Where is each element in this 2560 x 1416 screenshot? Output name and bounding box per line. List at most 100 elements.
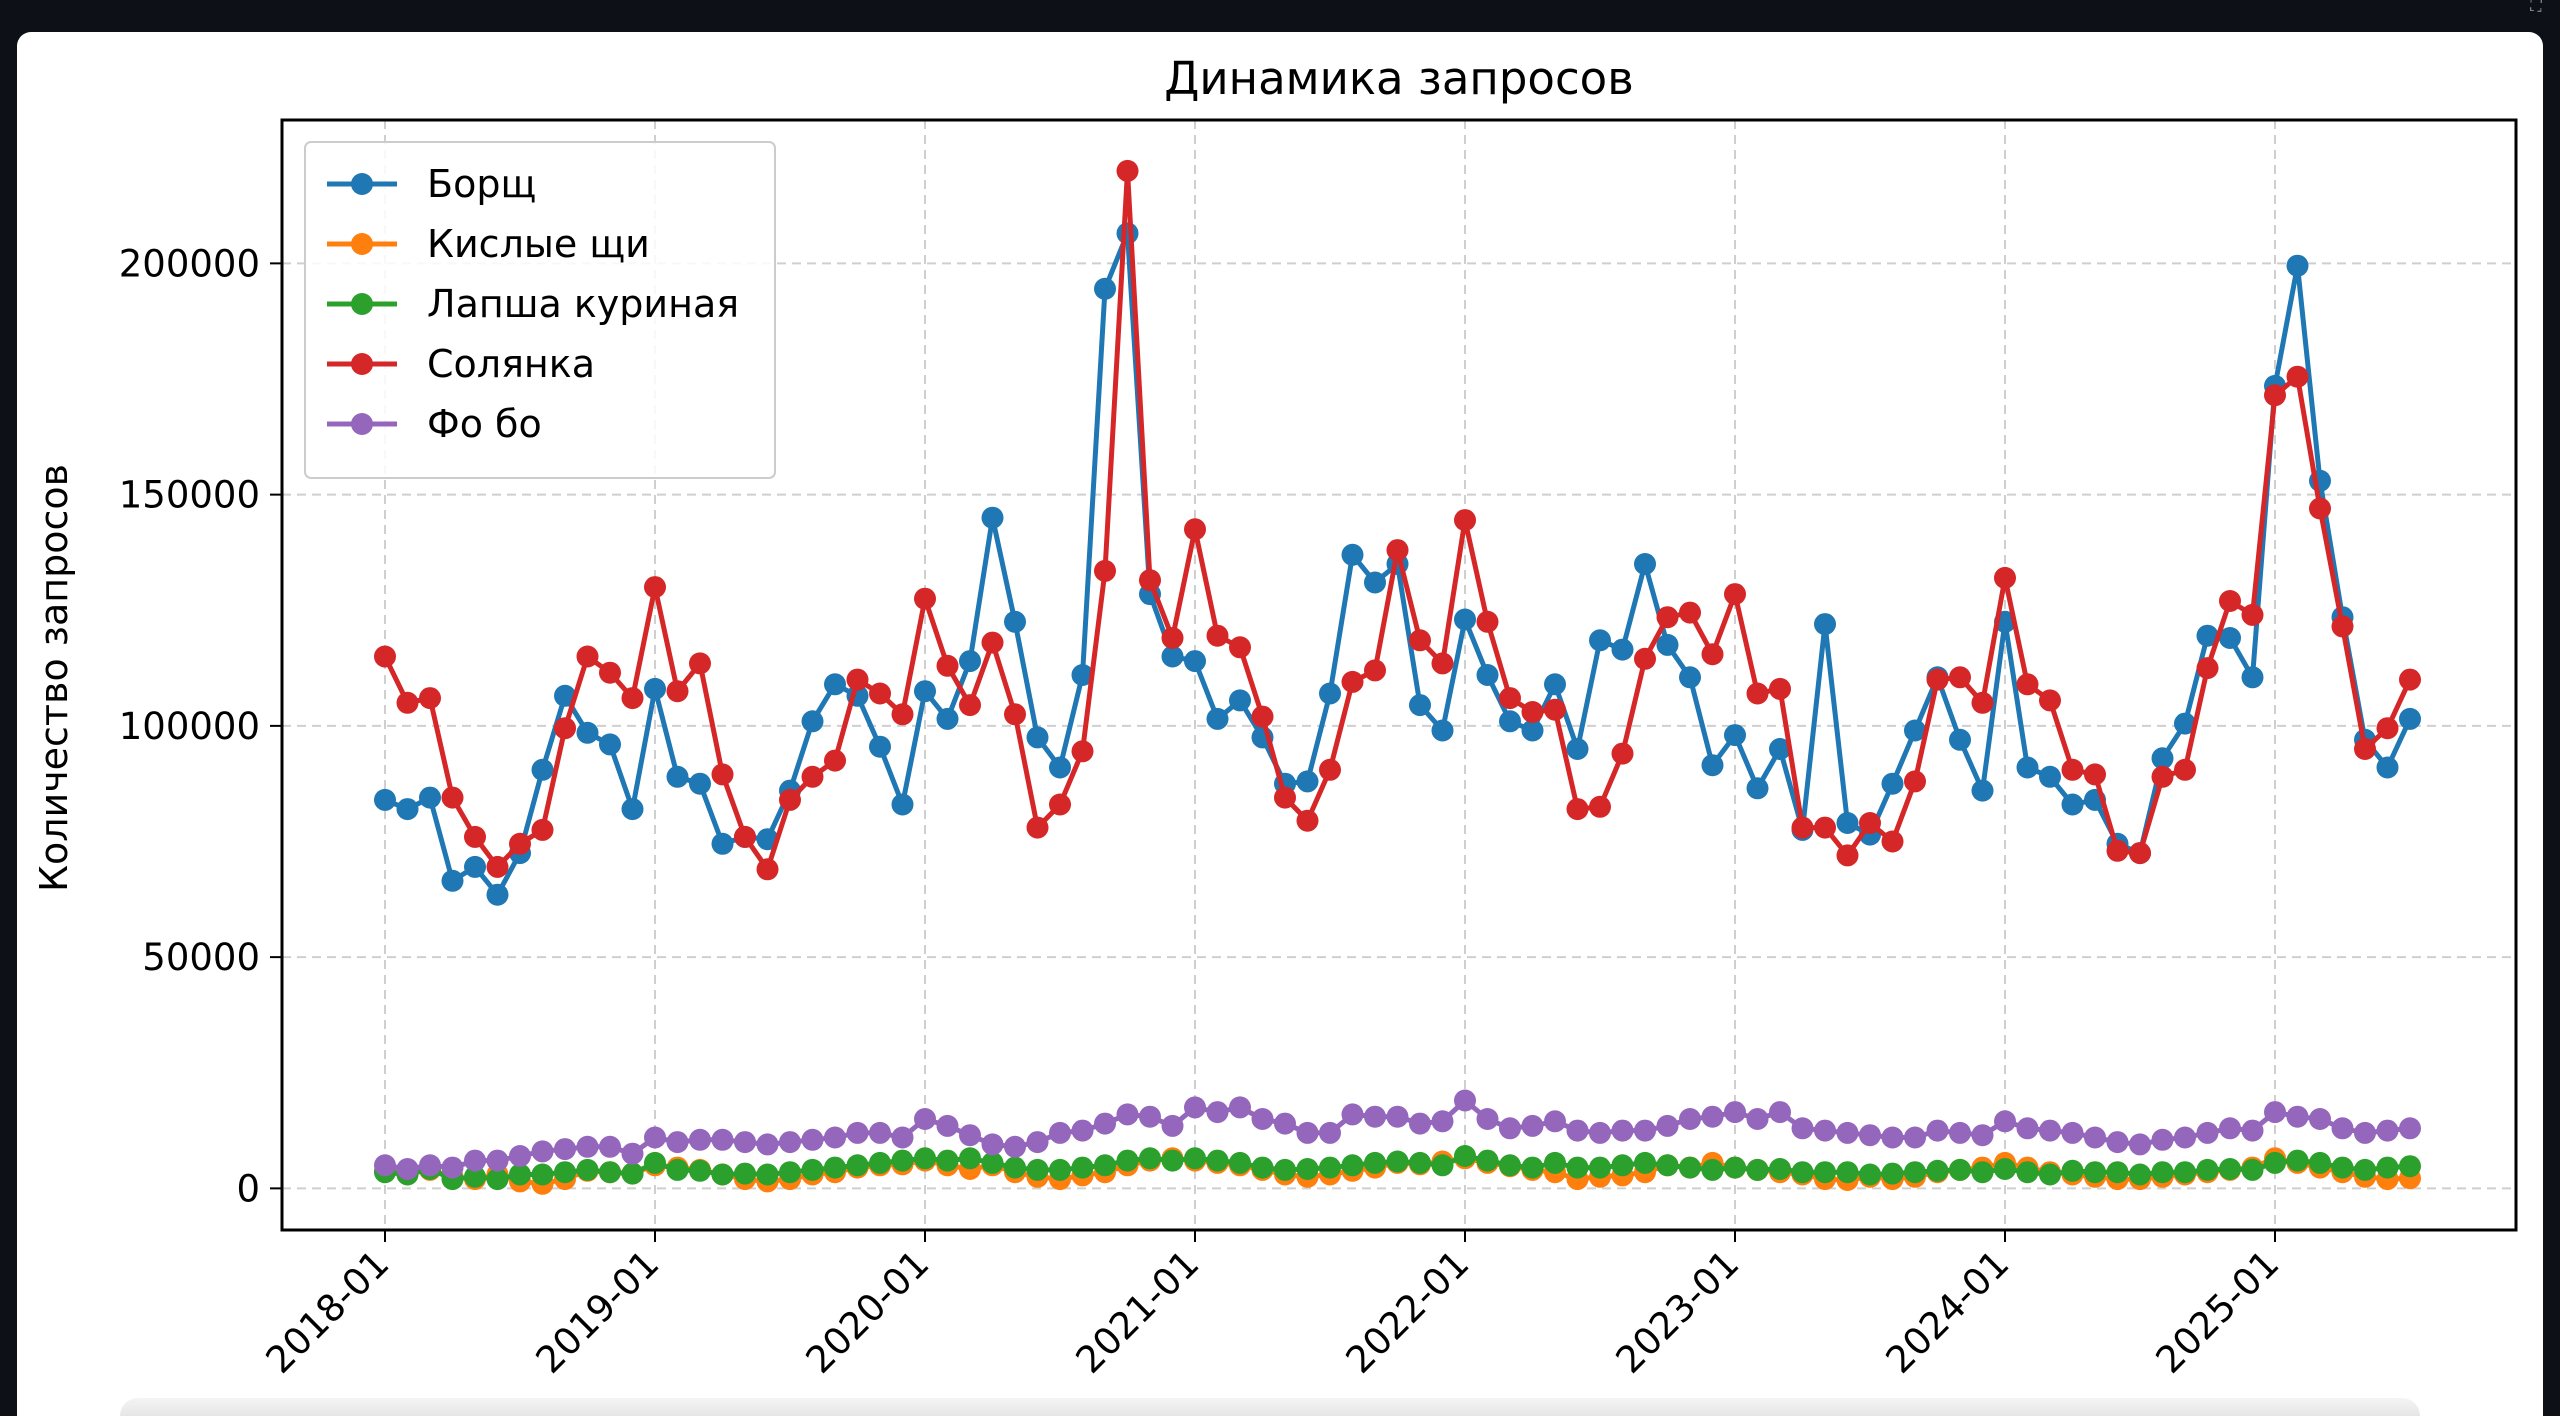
data-point <box>1341 670 1364 693</box>
data-point <box>576 1158 599 1181</box>
data-point <box>554 1161 576 1184</box>
data-point <box>486 1168 509 1191</box>
data-point <box>1769 1158 1791 1180</box>
legend-swatch-marker <box>351 233 373 255</box>
data-point <box>1386 539 1409 562</box>
x-tick-label: 2022-01 <box>1338 1242 1478 1382</box>
data-point <box>1206 1149 1229 1172</box>
data-point <box>981 506 1004 529</box>
data-point <box>1881 772 1904 795</box>
data-point <box>2309 1108 2331 1130</box>
data-point <box>599 733 621 756</box>
data-point <box>486 1149 509 1172</box>
data-point <box>1476 610 1499 633</box>
data-point <box>959 1147 981 1170</box>
data-point <box>1026 816 1049 839</box>
data-point <box>1409 629 1431 652</box>
data-point <box>1071 1119 1094 1142</box>
data-point <box>2151 747 2174 770</box>
data-point <box>1229 1096 1251 1119</box>
data-point <box>1049 1158 1071 1181</box>
expand-icon[interactable]: ⛶ <box>2530 0 2542 15</box>
legend-label: Лапша куриная <box>427 282 739 326</box>
data-point <box>1589 795 1611 818</box>
data-point <box>2399 1117 2421 1140</box>
data-point <box>2286 254 2309 277</box>
data-point <box>1544 698 1566 721</box>
data-point <box>1364 1151 1386 1174</box>
legend-label: Борщ <box>427 162 536 206</box>
y-tick-label: 200000 <box>119 242 260 285</box>
data-point <box>1836 1161 1859 1184</box>
data-point <box>2309 497 2331 520</box>
data-point <box>396 1158 419 1180</box>
legend-swatch-marker <box>351 353 373 375</box>
figure-card: Динамика запросов Количество запросов 0 5… <box>17 32 2543 1416</box>
data-point <box>2196 1158 2219 1181</box>
data-point <box>441 869 464 892</box>
data-point <box>2219 590 2241 612</box>
data-point <box>1139 1105 1161 1128</box>
data-point <box>1701 1158 1724 1181</box>
data-point <box>1701 643 1724 666</box>
data-point <box>1026 726 1049 749</box>
data-point <box>1566 1119 1589 1142</box>
data-point <box>1476 1149 1499 1172</box>
data-point <box>1071 740 1094 763</box>
y-tick-label: 0 <box>236 1167 260 1210</box>
legend-label: Солянка <box>427 342 595 386</box>
data-point <box>2399 668 2421 691</box>
data-point <box>2016 673 2039 696</box>
data-point <box>531 818 554 841</box>
data-point <box>2331 1156 2354 1179</box>
data-point <box>1769 677 1791 700</box>
data-point <box>1296 1121 1319 1144</box>
data-point <box>2264 1101 2286 1124</box>
data-point <box>1611 742 1634 765</box>
data-point <box>2084 1126 2106 1149</box>
data-point <box>1454 1089 1476 1112</box>
data-point <box>756 1163 779 1186</box>
data-point <box>1859 812 1881 834</box>
x-tick-label: 2021-01 <box>1068 1242 1208 1382</box>
data-point <box>2241 666 2264 689</box>
data-point <box>1746 777 1769 800</box>
data-point <box>2264 1151 2286 1174</box>
data-point <box>1206 707 1229 730</box>
data-point <box>1319 1121 1341 1144</box>
data-point <box>1814 613 1836 636</box>
data-point <box>1994 1110 2016 1133</box>
data-point <box>1341 543 1364 566</box>
data-point <box>1116 1103 1139 1126</box>
data-point <box>1094 1112 1116 1135</box>
data-point <box>1656 1154 1679 1177</box>
data-point <box>891 1149 914 1172</box>
data-point <box>689 652 711 675</box>
data-point <box>1814 816 1836 839</box>
y-tick-label: 150000 <box>119 474 260 517</box>
data-point <box>711 832 734 855</box>
legend-swatch-marker <box>351 293 373 315</box>
data-point <box>1274 1112 1296 1135</box>
data-point <box>869 1151 891 1174</box>
data-point <box>2174 758 2196 781</box>
data-point <box>1499 687 1521 710</box>
data-point <box>1589 629 1611 652</box>
data-point <box>554 684 576 707</box>
data-point <box>1499 1117 1521 1140</box>
data-point <box>1994 1158 2016 1180</box>
data-point <box>531 1163 554 1186</box>
data-point <box>2241 1119 2264 1142</box>
data-point <box>2376 1119 2399 1142</box>
plot-area: 0 50000 100000 150000 200000 2018-01 2019-01 20… <box>119 118 2518 1382</box>
data-point <box>1859 1163 1881 1186</box>
data-point <box>1251 1108 1274 1130</box>
legend-swatch-marker <box>351 173 373 195</box>
data-point <box>2354 1158 2376 1181</box>
data-point <box>1116 1149 1139 1172</box>
data-point <box>576 645 599 668</box>
data-point <box>1791 1117 1814 1140</box>
data-point <box>1566 1156 1589 1179</box>
data-point <box>486 883 509 906</box>
data-point <box>374 788 396 811</box>
